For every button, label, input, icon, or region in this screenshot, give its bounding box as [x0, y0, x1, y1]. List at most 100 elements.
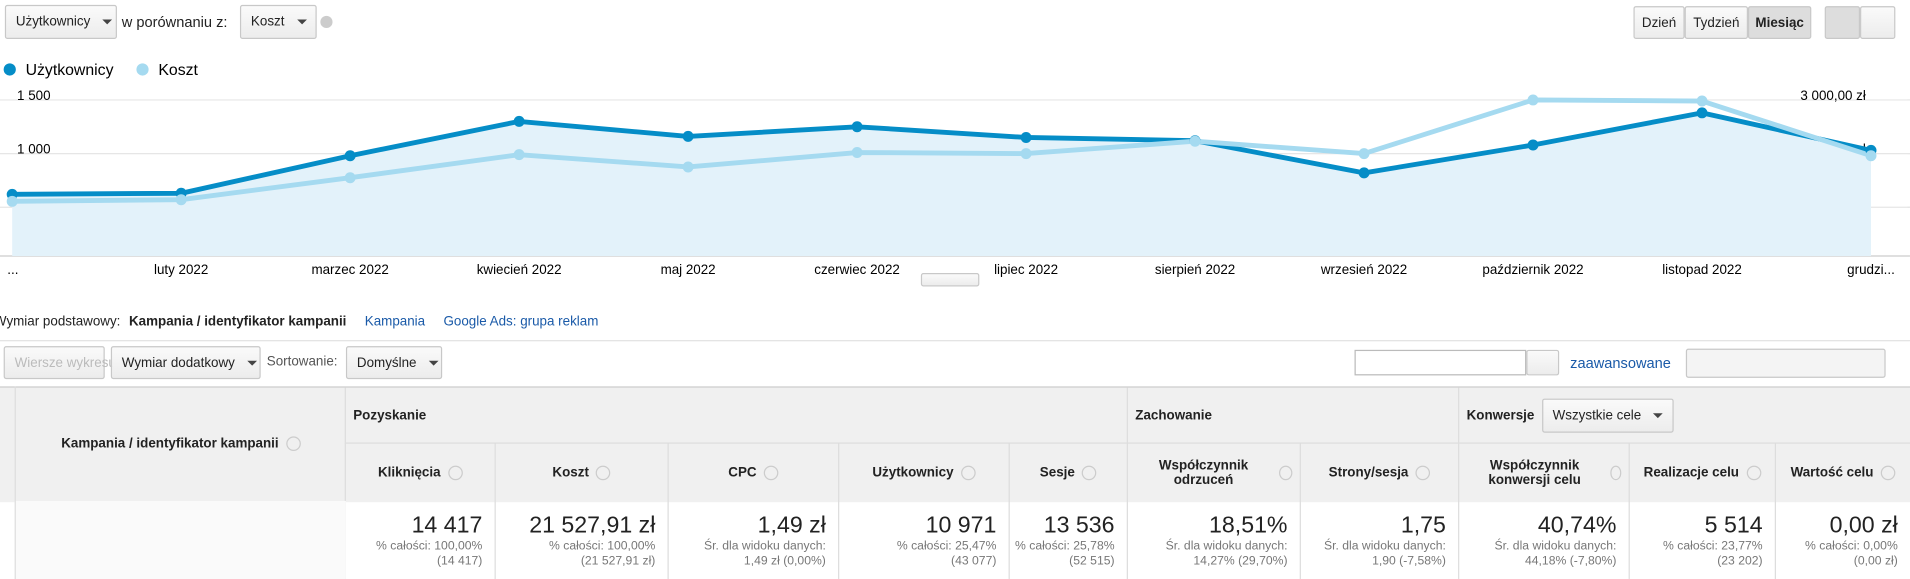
motion-chart-button[interactable] [1860, 6, 1896, 40]
goal-select[interactable]: Wszystkie cele [1541, 397, 1675, 433]
total-cell: 14 417% całości: 100,00% (14 417) [344, 500, 495, 579]
x-tick-label: listopad 2022 [1662, 262, 1742, 277]
column-header-text: Kliknięcia [377, 465, 441, 480]
metric-label: Użytkownicy [15, 14, 91, 30]
total-cell: 18,51% Śr. dla widoku danych: 14,27% (29,7… [1126, 500, 1300, 579]
data-point [1527, 139, 1539, 151]
help-icon [596, 465, 611, 480]
total-note: Śr. dla widoku danych: [703, 539, 826, 554]
total-value: 21 527,91 zł [529, 513, 656, 539]
column-header-text: Wartość celu [1790, 465, 1874, 480]
help-icon [447, 465, 463, 480]
legend-dot [3, 63, 16, 76]
data-point [175, 194, 187, 206]
series-line [12, 97, 1872, 204]
sort-value: Domyślne [356, 355, 417, 370]
clear-icon[interactable] [320, 15, 333, 29]
data-point [344, 150, 356, 162]
total-cell: 10 971% całości: 25,47% (43 077) [838, 500, 1009, 579]
period-button[interactable]: Tydzień [1684, 6, 1748, 40]
legend-label: Użytkownicy [26, 62, 114, 79]
total-note: Śr. dla widoku danych: [1165, 539, 1288, 554]
view-switcher[interactable] [1685, 348, 1886, 378]
total-sub: (14 417) [436, 554, 483, 569]
data-point [851, 121, 863, 133]
total-sub: (0,00 zł) [1853, 554, 1898, 569]
column-header: Kliknięcia [344, 442, 495, 501]
data-point [513, 149, 525, 161]
dimension-option[interactable]: Google Ads: grupa reklam [443, 314, 599, 330]
total-sub: 1,49 zł (0,00%) [743, 554, 826, 569]
help-icon [1415, 465, 1431, 480]
help-icon [1746, 465, 1761, 480]
collapse-handle[interactable] [920, 273, 980, 287]
dimension-header: Kampania / identyfikator kampanii [14, 386, 346, 501]
group-header-text: Konwersje [1466, 407, 1535, 423]
search-button[interactable] [1526, 349, 1560, 376]
column-header: Współczynnik konwersji celu [1458, 442, 1629, 501]
help-icon [1279, 465, 1293, 480]
period-button[interactable]: Dzień [1633, 6, 1685, 40]
sort-select[interactable]: Domyślne [345, 346, 443, 380]
metric-select[interactable]: Użytkownicy [4, 4, 117, 40]
total-note: % całości: 100,00% [376, 539, 483, 554]
y-tick-label: 1 000 [17, 141, 51, 156]
total-sub: (52 515) [1069, 554, 1115, 569]
total-value: 5 514 [1704, 513, 1763, 539]
total-note: % całości: 23,77% [1663, 539, 1763, 554]
total-value: 1,49 zł [757, 513, 826, 539]
plot-rows-button[interactable]: Wiersze wykresu [3, 346, 116, 380]
group-header: Zachowanie [1126, 387, 1458, 443]
column-header: Współczynnik odrzuceń [1126, 442, 1300, 501]
total-value: 18,51% [1209, 513, 1288, 539]
x-tick-label: maj 2022 [661, 262, 716, 277]
column-header-text: Współczynnik odrzuceń [1158, 457, 1249, 487]
compare-metric: Koszt [250, 14, 285, 30]
data-point [6, 195, 18, 207]
total-sub: (23 202) [1717, 554, 1763, 569]
total-value: 40,74% [1537, 513, 1617, 539]
total-value: 10 971 [925, 513, 997, 539]
goal-select-value: Wszystkie cele [1552, 407, 1642, 423]
column-header-text: Strony/sesja [1328, 465, 1409, 480]
data-point [1696, 95, 1708, 107]
compare-select[interactable]: Koszt [239, 4, 317, 40]
column-header: CPC [667, 442, 839, 501]
dimension-row: Wymiar podstawowy: Kampania / identyfika… [0, 314, 598, 329]
period-button[interactable]: Miesiąc [1747, 6, 1812, 40]
data-point [1189, 135, 1201, 147]
dimension-header-text: Kampania / identyfikator kampanii [61, 436, 279, 451]
column-header-text: Użytkownicy [872, 465, 954, 480]
advanced-link[interactable]: zaawansowane [1570, 354, 1671, 372]
series-line [12, 110, 1872, 197]
column-header-text: Współczynnik konwersji celu [1488, 457, 1581, 487]
help-icon [763, 465, 779, 480]
column-header: Koszt [494, 442, 668, 501]
total-cell: 1,49 zł Śr. dla widoku danych: 1,49 zł (0,… [667, 500, 839, 579]
legend-label: Koszt [158, 62, 198, 79]
search-input[interactable] [1354, 349, 1527, 376]
column-header-text: Koszt [552, 465, 589, 480]
x-tick-label: grudzi... [1847, 262, 1895, 277]
x-tick-label: lipiec 2022 [994, 262, 1058, 277]
total-value: 13 536 [1043, 513, 1115, 539]
total-sub: (43 077) [951, 554, 997, 569]
dimension-option[interactable]: Kampania [364, 314, 426, 330]
total-note: Śr. dla widoku danych: [1494, 539, 1617, 554]
divider [0, 340, 1910, 342]
column-header: Użytkownicy [838, 442, 1009, 501]
dimension-option[interactable]: Kampania / identyfikator kampanii [128, 314, 347, 330]
data-point [851, 147, 863, 158]
line-chart-button[interactable] [1824, 6, 1861, 40]
data-point [682, 161, 694, 173]
secondary-dimension[interactable]: Wymiar dodatkowy [110, 346, 261, 380]
total-value: 0,00 zł [1829, 513, 1898, 539]
help-icon [960, 465, 976, 480]
dimension-label: Wymiar podstawowy: [0, 314, 121, 330]
total-sub: (21 527,91 zł) [580, 554, 656, 569]
sort-label: Sortowanie: [266, 354, 338, 370]
total-sub: 1,90 (-7,58%) [1372, 554, 1446, 569]
data-point [1020, 132, 1032, 143]
total-note: Śr. dla widoku danych: [1323, 539, 1446, 554]
x-tick-label: czerwiec 2022 [814, 262, 900, 277]
